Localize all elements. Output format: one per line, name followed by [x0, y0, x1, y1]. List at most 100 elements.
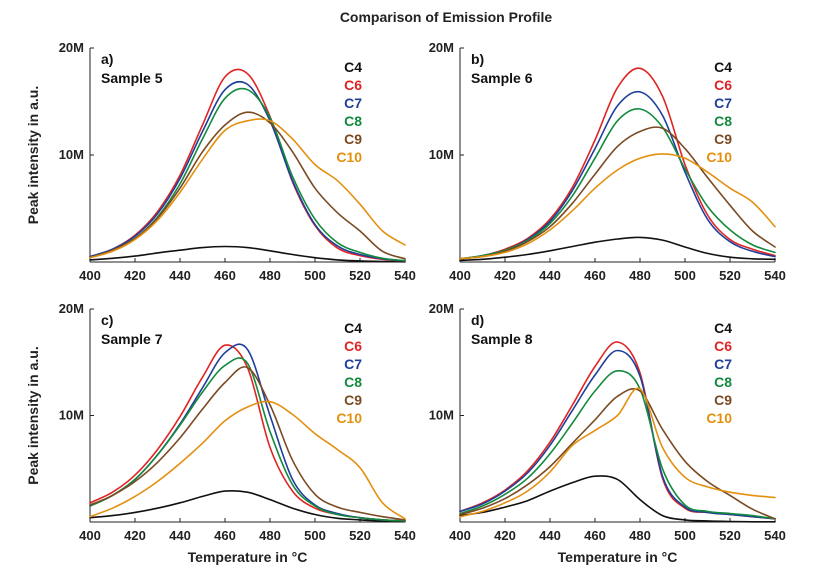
legend-entry-c4: C4 — [344, 320, 362, 336]
chart-panel-4: 400 420 440 460 480 500 520 540 10M 20M d) Sample 8… — [429, 301, 786, 565]
x-tick-label: 400 — [449, 268, 471, 283]
x-tick-label: 540 — [764, 528, 786, 543]
series-line-c4 — [89, 489, 406, 523]
y-tick-label: 20M — [59, 301, 84, 316]
x-tick-label: 520 — [349, 268, 371, 283]
panel-label: a) — [101, 51, 113, 67]
series-line-c8 — [459, 369, 776, 520]
legend-entry-c4: C4 — [344, 59, 362, 75]
legend-entry-c4: C4 — [714, 320, 732, 336]
legend-entry-c8: C8 — [344, 113, 362, 129]
y-tick-label: 10M — [429, 147, 454, 162]
legend-entry-c9: C9 — [714, 392, 732, 408]
y-tick-label: 10M — [429, 408, 454, 423]
series-line-c4 — [459, 475, 776, 523]
legend-entry-c9: C9 — [714, 131, 732, 147]
legend-entry-c10: C10 — [336, 410, 362, 426]
x-tick-label: 460 — [214, 528, 236, 543]
x-tick-label: 480 — [259, 528, 281, 543]
y-tick-label: 20M — [429, 40, 454, 55]
series-line-c6 — [459, 67, 776, 260]
x-tick-label: 400 — [79, 268, 101, 283]
x-tick-label: 440 — [539, 268, 561, 283]
legend-entry-c6: C6 — [714, 77, 732, 93]
x-tick-label: 500 — [304, 528, 326, 543]
x-tick-label: 440 — [169, 268, 191, 283]
legend-entry-c8: C8 — [344, 374, 362, 390]
x-tick-label: 540 — [764, 268, 786, 283]
sample-label: Sample 6 — [471, 70, 533, 86]
series-line-c7 — [459, 349, 776, 520]
x-axis-label: Temperature in °C — [188, 549, 308, 565]
sample-label: Sample 5 — [101, 70, 163, 86]
series-line-c4 — [459, 236, 776, 262]
legend-entry-c8: C8 — [714, 113, 732, 129]
x-tick-label: 500 — [304, 268, 326, 283]
x-tick-label: 480 — [629, 268, 651, 283]
sample-label: Sample 7 — [101, 331, 163, 347]
x-tick-label: 520 — [349, 528, 371, 543]
chart-panel-3: 400 420 440 460 480 500 520 540 10M 20M c) Sample 7… — [25, 301, 416, 565]
x-tick-label: 420 — [124, 528, 146, 543]
series-line-c10 — [459, 387, 776, 518]
chart-panel-2: 400 420 440 460 480 500 520 540 10M 20M b) Sample 6… — [429, 40, 786, 283]
series-line-c10 — [89, 118, 406, 259]
x-tick-label: 520 — [719, 528, 741, 543]
x-tick-label: 440 — [539, 528, 561, 543]
x-tick-label: 420 — [124, 268, 146, 283]
y-tick-label: 20M — [429, 301, 454, 316]
x-tick-label: 420 — [494, 528, 516, 543]
x-tick-label: 480 — [259, 268, 281, 283]
legend-entry-c8: C8 — [714, 374, 732, 390]
legend-entry-c6: C6 — [714, 338, 732, 354]
y-tick-label: 10M — [59, 408, 84, 423]
x-tick-label: 500 — [674, 528, 696, 543]
x-axis-label: Temperature in °C — [558, 549, 678, 565]
series-line-c6 — [89, 68, 406, 262]
panel-label: d) — [471, 312, 484, 328]
series-line-c8 — [89, 357, 406, 522]
x-tick-label: 460 — [584, 268, 606, 283]
sample-label: Sample 8 — [471, 331, 533, 347]
series-line-c7 — [89, 80, 406, 262]
series-line-c10 — [89, 400, 406, 520]
series-line-c10 — [459, 153, 776, 260]
x-tick-label: 460 — [214, 268, 236, 283]
y-tick-label: 10M — [59, 147, 84, 162]
figure-title: Comparison of Emission Profile — [340, 9, 553, 25]
series-line-c8 — [459, 108, 776, 260]
y-axis-label: Peak intensity in a.u. — [25, 346, 41, 485]
x-tick-label: 420 — [494, 268, 516, 283]
x-tick-label: 480 — [629, 528, 651, 543]
x-tick-label: 540 — [394, 268, 416, 283]
series-line-c9 — [89, 366, 406, 521]
legend-entry-c7: C7 — [714, 356, 732, 372]
legend-entry-c7: C7 — [714, 95, 732, 111]
series-line-c9 — [459, 388, 776, 520]
legend-entry-c6: C6 — [344, 77, 362, 93]
legend-entry-c6: C6 — [344, 338, 362, 354]
chart-panel-1: 400 420 440 460 480 500 520 540 10M 20M a) Sample 5… — [25, 40, 416, 283]
panel-label: b) — [471, 51, 484, 67]
legend-entry-c10: C10 — [706, 149, 732, 165]
legend-entry-c7: C7 — [344, 356, 362, 372]
series-line-c9 — [459, 126, 776, 260]
legend-entry-c9: C9 — [344, 392, 362, 408]
y-tick-label: 20M — [59, 40, 84, 55]
legend-entry-c9: C9 — [344, 131, 362, 147]
legend-entry-c10: C10 — [336, 149, 362, 165]
series-line-c4 — [89, 245, 406, 263]
x-tick-label: 400 — [449, 528, 471, 543]
x-tick-label: 460 — [584, 528, 606, 543]
legend-entry-c4: C4 — [714, 59, 732, 75]
x-tick-label: 400 — [79, 528, 101, 543]
legend-entry-c7: C7 — [344, 95, 362, 111]
series-line-c9 — [89, 111, 406, 260]
y-axis-label: Peak intensity in a.u. — [25, 86, 41, 225]
x-tick-label: 500 — [674, 268, 696, 283]
legend-entry-c10: C10 — [706, 410, 732, 426]
x-tick-label: 440 — [169, 528, 191, 543]
x-tick-label: 540 — [394, 528, 416, 543]
x-tick-label: 520 — [719, 268, 741, 283]
